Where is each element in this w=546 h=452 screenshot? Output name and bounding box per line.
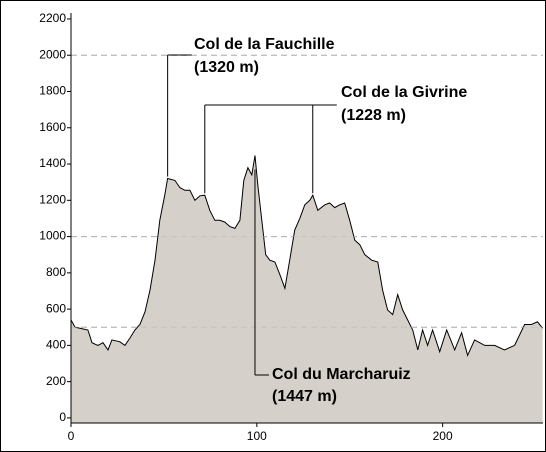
annotation-label: (1447 m) bbox=[272, 388, 337, 405]
y-tick-label: 1000 bbox=[39, 229, 66, 243]
y-tick-label: 1600 bbox=[39, 120, 66, 134]
annotation-label: (1228 m) bbox=[341, 107, 406, 124]
y-tick-label: 1400 bbox=[39, 156, 66, 170]
y-tick-label: 2200 bbox=[39, 11, 66, 25]
annotation-name: Col de la Fauchille bbox=[194, 36, 335, 53]
x-tick-label: 100 bbox=[247, 429, 267, 443]
y-tick-label: 400 bbox=[46, 338, 66, 352]
y-tick-label: 1800 bbox=[39, 84, 66, 98]
profile-area bbox=[71, 155, 543, 423]
y-tick-label: 800 bbox=[46, 265, 66, 279]
profile-line bbox=[70, 155, 543, 357]
annotation-name: Col de la Givrine bbox=[341, 84, 467, 101]
x-tick-label: 0 bbox=[68, 429, 75, 443]
y-tick-label: 200 bbox=[46, 374, 66, 388]
y-tick-label: 1200 bbox=[39, 192, 66, 206]
y-tick-label: 600 bbox=[46, 301, 66, 315]
y-tick-label: 0 bbox=[59, 410, 66, 424]
x-tick-label: 200 bbox=[433, 429, 453, 443]
y-tick-label: 2000 bbox=[39, 47, 66, 61]
annotation-name: Col du Marcharuiz bbox=[272, 366, 411, 383]
annotation-label: (1320 m) bbox=[194, 59, 259, 76]
